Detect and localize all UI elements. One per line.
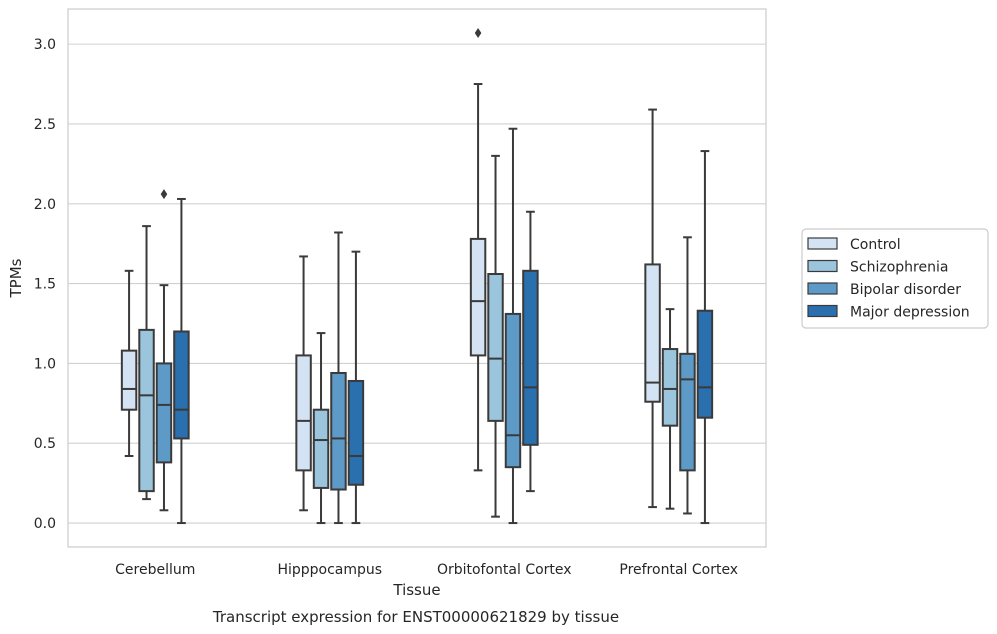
- plot-area: [67, 8, 767, 548]
- y-tick-label: 1.0: [34, 356, 56, 372]
- box: [487, 273, 504, 422]
- box: [504, 312, 522, 469]
- x-tick-labels: Cerebellum Hipppocampus Orbitofontal Corte…: [115, 562, 738, 578]
- box: [173, 330, 190, 440]
- box: [679, 352, 696, 472]
- y-tick-label: 2.0: [34, 197, 56, 213]
- x-tick-label: Hipppocampus: [277, 562, 382, 578]
- y-tick-label: 0.5: [34, 436, 56, 452]
- y-tick-label: 1.5: [34, 277, 56, 293]
- legend-swatch: [807, 237, 838, 250]
- outlier-marker: [474, 27, 482, 38]
- legend-label: Bipolar disorder: [850, 282, 961, 298]
- box: [661, 348, 679, 427]
- y-tick-label: 3.0: [34, 37, 56, 53]
- box: [522, 269, 539, 446]
- box: [644, 263, 661, 403]
- legend-label: Major depression: [850, 305, 970, 321]
- y-tick-label: 0.0: [34, 516, 56, 532]
- y-tick-label: 2.5: [34, 117, 56, 133]
- box: [155, 362, 173, 464]
- box: [312, 408, 330, 489]
- legend-swatch: [807, 259, 838, 273]
- box: [347, 379, 365, 486]
- box: [295, 354, 312, 472]
- boxes-group: [120, 27, 714, 525]
- x-tick-label: Orbitofontal Cortex: [437, 562, 572, 578]
- legend-frame: [801, 228, 989, 329]
- legend-label: Control: [850, 237, 901, 253]
- legend: Control Schizophrenia Bipolar disorder Majo…: [801, 228, 989, 329]
- x-axis-label: Tissue: [392, 581, 440, 599]
- x-tick-label: Prefrontal Cortex: [619, 562, 738, 578]
- legend-swatch: [807, 282, 838, 295]
- box: [696, 309, 714, 419]
- box: [120, 349, 138, 411]
- y-axis-label: TPMs: [7, 258, 25, 298]
- outlier-marker: [160, 189, 168, 200]
- chart-caption: Transcript expression for ENST0000062182…: [212, 608, 619, 626]
- legend-label: Schizophrenia: [850, 260, 948, 276]
- box: [469, 237, 487, 357]
- x-tick-label: Cerebellum: [115, 562, 195, 578]
- legend-swatch: [807, 304, 838, 318]
- box: [330, 371, 347, 491]
- box: [138, 328, 155, 493]
- y-tick-labels: 0.0 0.5 1.0 1.5 2.0 2.5 3.0: [34, 37, 56, 532]
